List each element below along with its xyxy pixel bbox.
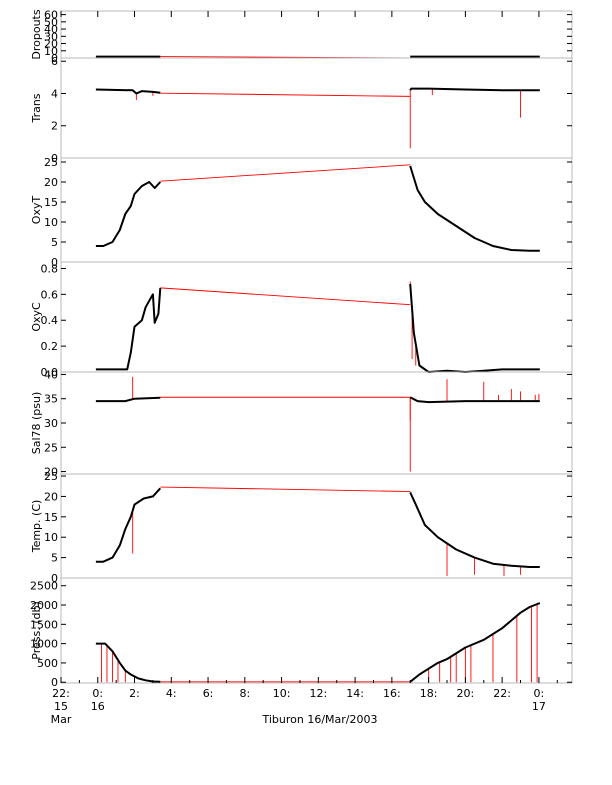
y-tick-label: 0	[51, 572, 58, 585]
y-tick-label: 0.0	[41, 366, 59, 379]
y-tick-label: 40	[44, 368, 58, 381]
x-tick-label: 22:	[493, 687, 511, 700]
y-tick-label: 4	[51, 87, 58, 100]
x-tick-label: 6:	[203, 687, 214, 700]
panel-3: 0.0 0.2 0.4 0.6 0.8 OxyC	[30, 261, 573, 379]
data-line-early	[95, 287, 162, 371]
y-tick-label: 1000	[30, 638, 58, 651]
x-tick-label: 18:	[420, 687, 438, 700]
data-line-late	[409, 283, 540, 373]
y-tick-label: 60	[44, 9, 58, 22]
x-tick-label: 12:	[309, 687, 327, 700]
y-tick-label: 5	[51, 552, 58, 565]
y-tick-label: 20	[44, 490, 58, 503]
y-tick-label: 0.4	[41, 314, 59, 327]
x-tick-label: 14:	[346, 687, 364, 700]
x-tick-label: 16	[91, 700, 105, 713]
y-tick-label: 1500	[30, 618, 58, 631]
x-tick-label: 20:	[457, 687, 475, 700]
panel-6: 0 500 1000 1500 2000 2500 Press. (db)	[30, 577, 573, 689]
x-tick-label: 15	[54, 700, 68, 713]
y-axis-title: Dropouts	[30, 9, 43, 59]
data-line-early	[95, 487, 162, 563]
y-tick-label: 15	[44, 196, 58, 209]
y-axis-title: Sal78 (psu)	[30, 392, 43, 455]
x-tick-label: Mar	[51, 713, 72, 726]
x-tick-label: 0:	[534, 687, 545, 700]
x-tick-label: 17	[532, 700, 546, 713]
panel-frame	[60, 261, 573, 373]
panel-frame	[60, 371, 573, 475]
x-tick-label: 8:	[239, 687, 250, 700]
x-axis-title: Tiburon 16/Mar/2003	[261, 713, 377, 726]
y-tick-label: 0.6	[41, 288, 59, 301]
panel-1: 0 2 4 6 Trans	[30, 55, 573, 165]
y-tick-label: 0.8	[41, 262, 59, 275]
data-line-early	[95, 642, 161, 683]
y-axis-title: Temp. (C)	[30, 500, 43, 554]
y-tick-label: 10	[44, 45, 58, 58]
y-tick-label: 35	[44, 393, 58, 406]
data-line-early	[95, 396, 161, 403]
data-line-early	[95, 181, 162, 247]
x-tick-label: 16:	[383, 687, 401, 700]
gap-interpolation-line	[160, 486, 411, 492]
y-tick-label: 2	[51, 120, 58, 133]
y-axis-title: OxyT	[30, 196, 43, 225]
y-tick-label: 2000	[30, 599, 58, 612]
panel-2: 0 5 10 15 20 25 OxyT	[30, 156, 573, 269]
y-tick-label: 25	[44, 156, 58, 169]
y-tick-label: 20	[44, 38, 58, 51]
y-tick-label: 20	[44, 176, 58, 189]
x-tick-label: 10:	[273, 687, 291, 700]
gap-interpolation-line	[160, 164, 411, 182]
y-tick-label: 20	[44, 466, 58, 479]
y-tick-label: 0	[51, 52, 58, 65]
y-tick-label: 25	[44, 441, 58, 454]
data-line-late	[409, 491, 540, 568]
y-axis-title: Press. (db)	[30, 601, 43, 660]
y-tick-label: 0.2	[41, 340, 59, 353]
panel-frame	[60, 577, 573, 684]
y-tick-label: 6	[51, 55, 58, 68]
x-tick-label: 22:	[52, 687, 70, 700]
data-line-late	[409, 87, 540, 92]
y-tick-label: 10	[44, 531, 58, 544]
y-axis-title: OxyC	[30, 302, 43, 332]
y-tick-label: 25	[44, 470, 58, 483]
panels-layer: 0102030405060Dropouts0246Trans0510152025…	[30, 9, 573, 689]
y-tick-label: 0	[51, 152, 58, 165]
y-tick-label: 2500	[30, 580, 58, 593]
data-line-late	[409, 396, 540, 404]
y-tick-label: 40	[44, 23, 58, 36]
data-line-early	[95, 88, 161, 95]
y-tick-label: 50	[44, 16, 58, 29]
panel-frame	[60, 10, 573, 59]
y-tick-label: 10	[44, 216, 58, 229]
x-tick-label: 2:	[129, 687, 140, 700]
x-tick-label: 0:	[92, 687, 103, 700]
y-tick-label: 5	[51, 236, 58, 249]
y-tick-label: 30	[44, 30, 58, 43]
y-tick-label: 0	[51, 676, 58, 689]
y-tick-label: 0	[51, 256, 58, 269]
panel-5: 0 5 10 15 20 25 Temp. (C)	[30, 470, 573, 585]
x-tick-label: 4:	[166, 687, 177, 700]
gap-interpolation-line	[160, 92, 411, 97]
data-line-late	[409, 602, 541, 683]
y-tick-label: 500	[37, 657, 58, 670]
data-line-late	[409, 165, 540, 252]
gap-interpolation-line	[160, 287, 411, 306]
panel-frame	[60, 57, 573, 159]
y-tick-label: 15	[44, 511, 58, 524]
y-tick-label: 30	[44, 417, 58, 430]
y-axis-title: Trans	[30, 93, 43, 123]
